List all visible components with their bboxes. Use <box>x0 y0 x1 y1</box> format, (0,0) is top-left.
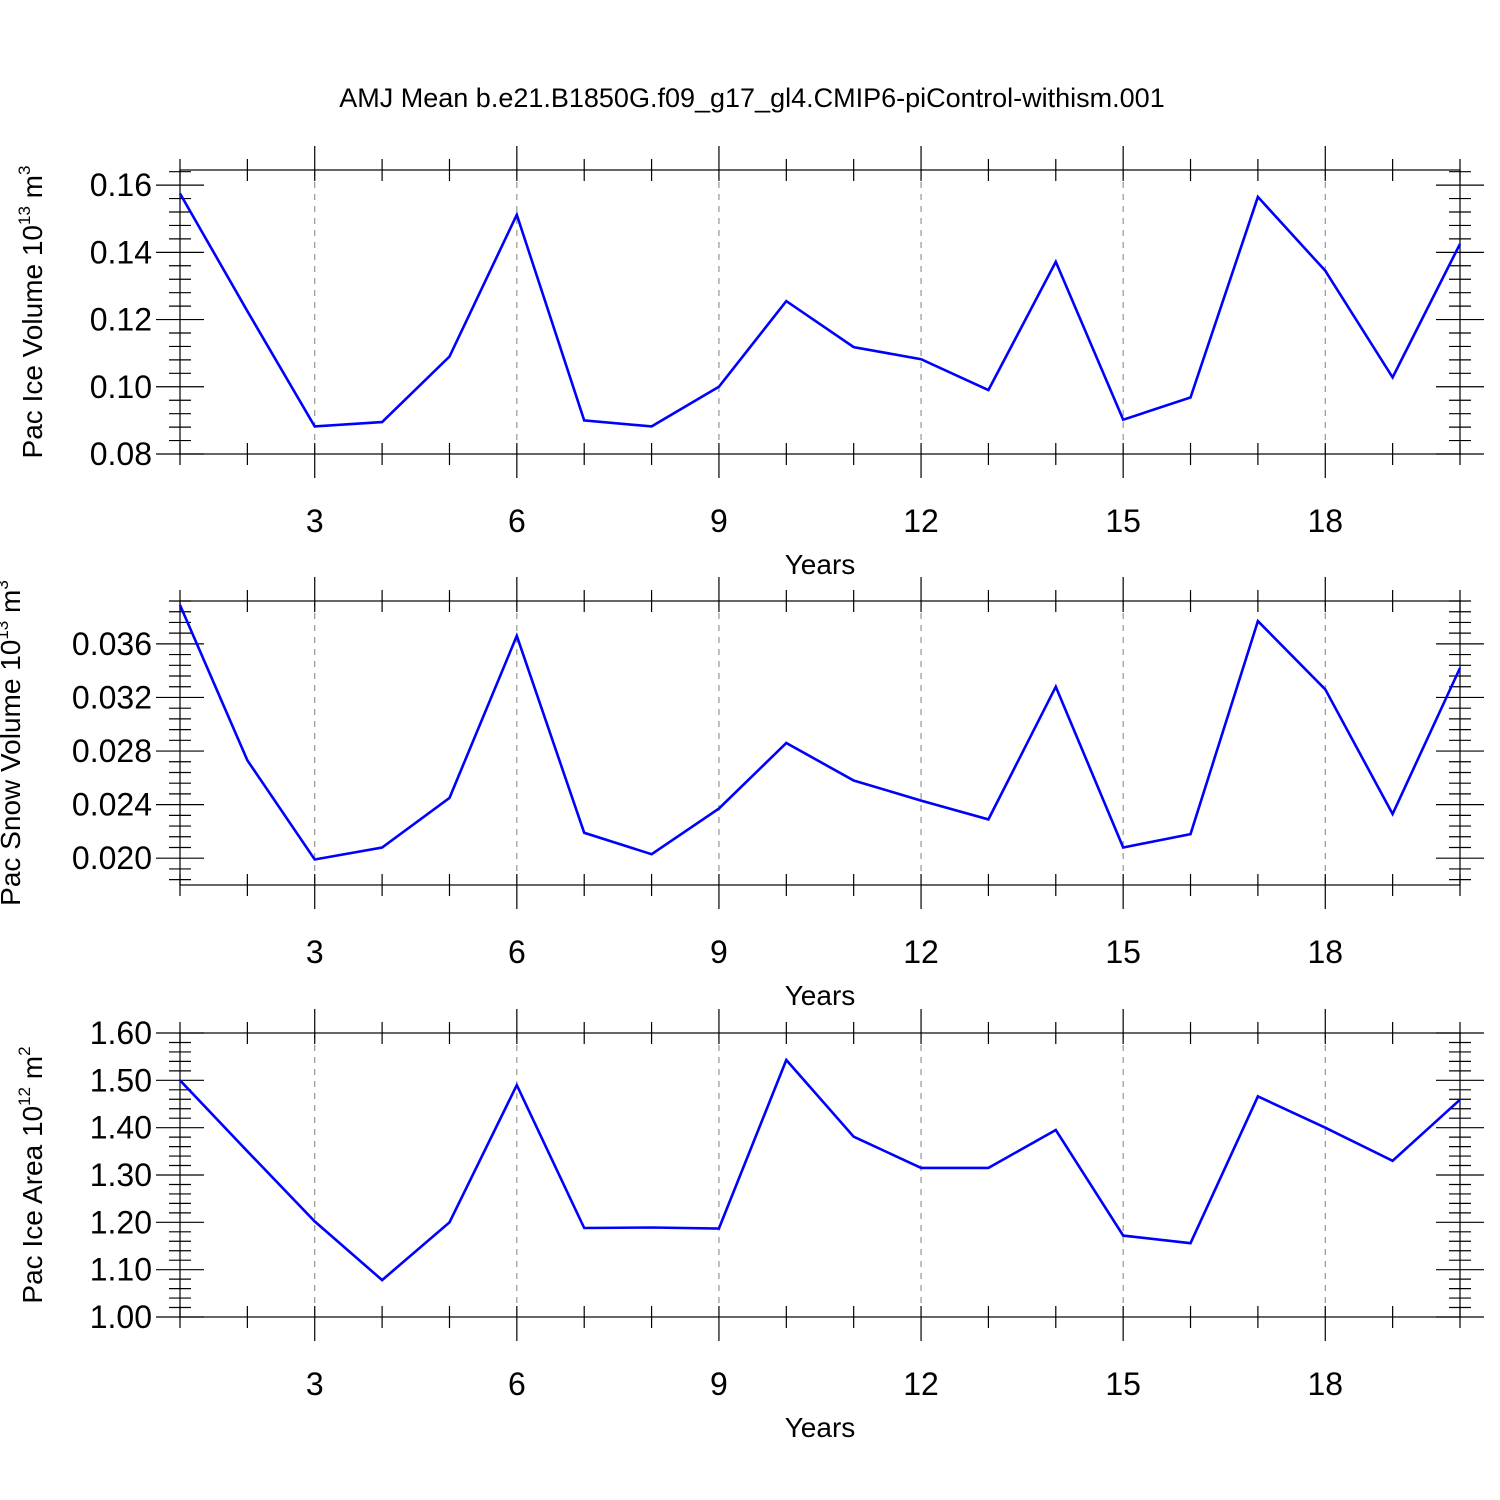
y-axis-label-main: Pac Ice Volume 10 <box>17 225 48 458</box>
x-tick-label: 9 <box>710 1366 728 1402</box>
y-tick-label: 0.12 <box>90 302 152 338</box>
y-axis-label: Pac Ice Volume 1013 m3 <box>15 166 48 459</box>
x-axis-label: Years <box>785 1412 856 1443</box>
x-tick-label: 3 <box>306 934 324 970</box>
y-tick-label: 0.16 <box>90 167 152 203</box>
x-tick-label: 9 <box>710 503 728 539</box>
x-tick-label: 9 <box>710 934 728 970</box>
x-tick-label: 6 <box>508 503 526 539</box>
plot-frame <box>179 600 1461 886</box>
y-tick-label: 0.028 <box>72 733 152 769</box>
y-tick-label: 1.00 <box>90 1299 152 1335</box>
x-tick-label: 3 <box>306 503 324 539</box>
y-axis-label-exponent: 13 <box>15 206 34 225</box>
x-axis-label: Years <box>785 980 856 1011</box>
y-tick-label: 0.14 <box>90 234 152 270</box>
panel-3: 3 6 9 12 15 18 1.00 1.10 1.20 1.30 1.40 1.50 1.60 Yea… <box>15 1009 1484 1443</box>
figure-title: AMJ Mean b.e21.B1850G.f09_g17_gl4.CMIP6-… <box>339 83 1164 113</box>
y-axis-label-unit: m <box>17 175 48 206</box>
x-tick-label: 18 <box>1307 503 1343 539</box>
y-tick-label: 1.10 <box>90 1252 152 1288</box>
y-axis-label-unit: m <box>17 1056 48 1087</box>
y-axis-label-unit-exponent: 2 <box>15 1046 34 1055</box>
x-tick-label: 12 <box>903 1366 939 1402</box>
panels: 3 6 9 12 15 18 0.08 0.10 0.12 0.14 0.16 Years Pac Ic… <box>0 146 1484 1443</box>
plot-frame <box>179 1032 1461 1318</box>
y-tick-label: 0.10 <box>90 369 152 405</box>
series-line <box>179 1057 1461 1282</box>
x-tick-label: 12 <box>903 503 939 539</box>
x-tick-label: 18 <box>1307 934 1343 970</box>
panel-1: 3 6 9 12 15 18 0.08 0.10 0.12 0.14 0.16 Years Pac Ic… <box>15 146 1484 580</box>
x-tick-label: 3 <box>306 1366 324 1402</box>
y-axis-label-unit-exponent: 3 <box>15 166 34 175</box>
x-tick-label: 6 <box>508 1366 526 1402</box>
series-line <box>178 604 1462 861</box>
y-axis-label-exponent: 13 <box>0 621 12 640</box>
x-tick-label: 15 <box>1105 934 1141 970</box>
y-tick-label: 1.30 <box>90 1157 152 1193</box>
y-tick-label: 1.20 <box>90 1204 152 1240</box>
y-axis-label-exponent: 12 <box>15 1087 34 1106</box>
y-tick-label: 1.60 <box>90 1015 152 1051</box>
y-tick-label: 0.020 <box>72 840 152 876</box>
x-tick-label: 6 <box>508 934 526 970</box>
y-tick-label: 1.50 <box>90 1062 152 1098</box>
x-tick-label: 12 <box>903 934 939 970</box>
plot-frame <box>179 169 1461 455</box>
y-tick-label: 0.032 <box>72 679 152 715</box>
x-axis-label: Years <box>785 549 856 580</box>
series-line <box>178 192 1462 428</box>
x-tick-label: 15 <box>1105 503 1141 539</box>
y-axis-label: Pac Snow Volume 1013 m3 <box>0 580 26 906</box>
x-tick-label: 15 <box>1105 1366 1141 1402</box>
y-axis-label-unit: m <box>0 590 26 621</box>
y-tick-label: 0.036 <box>72 626 152 662</box>
x-tick-label: 18 <box>1307 1366 1343 1402</box>
y-axis-label-main: Pac Snow Volume 10 <box>0 640 26 906</box>
y-tick-label: 0.024 <box>72 787 152 823</box>
y-axis-label-unit-exponent: 3 <box>0 580 12 589</box>
y-axis-label-main: Pac Ice Area 10 <box>17 1106 48 1304</box>
panel-2: 3 6 9 12 15 18 0.020 0.024 0.028 0.032 0.036 Years P… <box>0 577 1484 1011</box>
y-tick-label: 1.40 <box>90 1110 152 1146</box>
y-axis-label: Pac Ice Area 1012 m2 <box>15 1046 48 1303</box>
y-tick-label: 0.08 <box>90 436 152 472</box>
